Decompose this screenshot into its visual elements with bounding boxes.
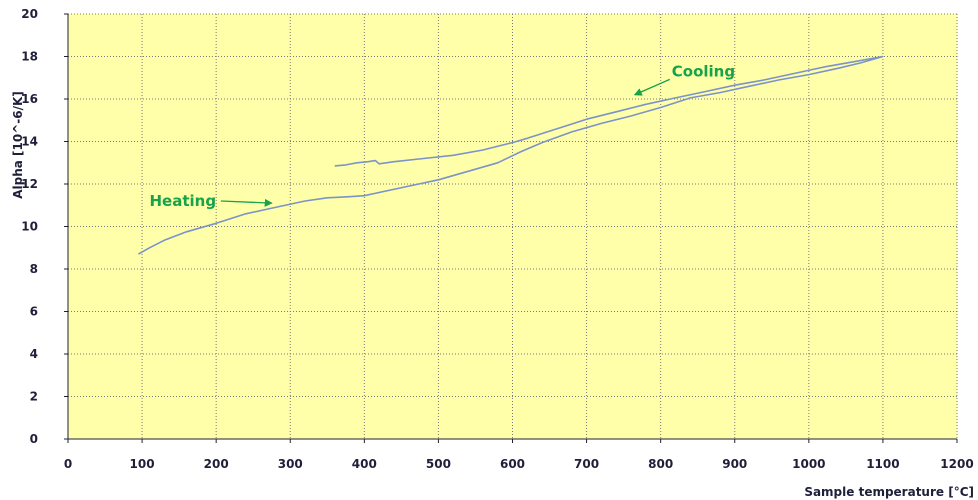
annotation-cooling-arrow (633, 78, 671, 96)
y-tick-label: 20 (21, 7, 38, 21)
x-tick-labels: 0 100 200 300 400 500 600 700 800 900 1000 1100 1200 (64, 439, 974, 471)
x-tick-label: 700 (574, 457, 599, 471)
y-tick-label: 0 (30, 432, 38, 446)
x-tick-label: 300 (278, 457, 303, 471)
x-tick-label: 100 (130, 457, 155, 471)
y-tick-label: 10 (21, 220, 38, 234)
axes (64, 14, 957, 443)
y-tick-label: 6 (30, 305, 38, 319)
x-tick-label: 800 (648, 457, 673, 471)
annotations: Heating Cooling (149, 62, 735, 210)
x-tick-label: 1000 (792, 457, 825, 471)
series-line-2 (334, 55, 884, 167)
x-tick-label: 0 (64, 457, 72, 471)
y-tick-labels: 0 2 4 6 8 10 12 14 16 18 20 (21, 7, 68, 446)
x-tick-label: 1100 (866, 457, 899, 471)
y-tick-label: 4 (30, 347, 38, 361)
x-tick-label: 400 (352, 457, 377, 471)
y-tick-label: 18 (21, 50, 38, 64)
annotation-heating-arrow (220, 198, 273, 207)
y-tick-label: 16 (21, 92, 38, 106)
x-tick-label: 900 (722, 457, 747, 471)
x-tick-label: 1200 (940, 457, 973, 471)
y-tick-label: 2 (30, 390, 38, 404)
y-tick-label: 14 (21, 135, 38, 149)
grid (68, 13, 958, 439)
x-axis-title: Sample temperature [°C] (804, 485, 974, 499)
x-tick-label: 200 (204, 457, 229, 471)
x-tick-label: 600 (500, 457, 525, 471)
annotation-cooling-label: Cooling (672, 62, 735, 80)
annotation-heating-label: Heating (149, 192, 216, 210)
x-tick-label: 500 (426, 457, 451, 471)
series-lines (138, 55, 884, 255)
series-line-1 (138, 55, 884, 255)
y-axis-title: Alpha [10^-6/K] (11, 91, 25, 199)
y-tick-label: 8 (30, 262, 38, 276)
y-tick-label: 12 (21, 177, 38, 191)
